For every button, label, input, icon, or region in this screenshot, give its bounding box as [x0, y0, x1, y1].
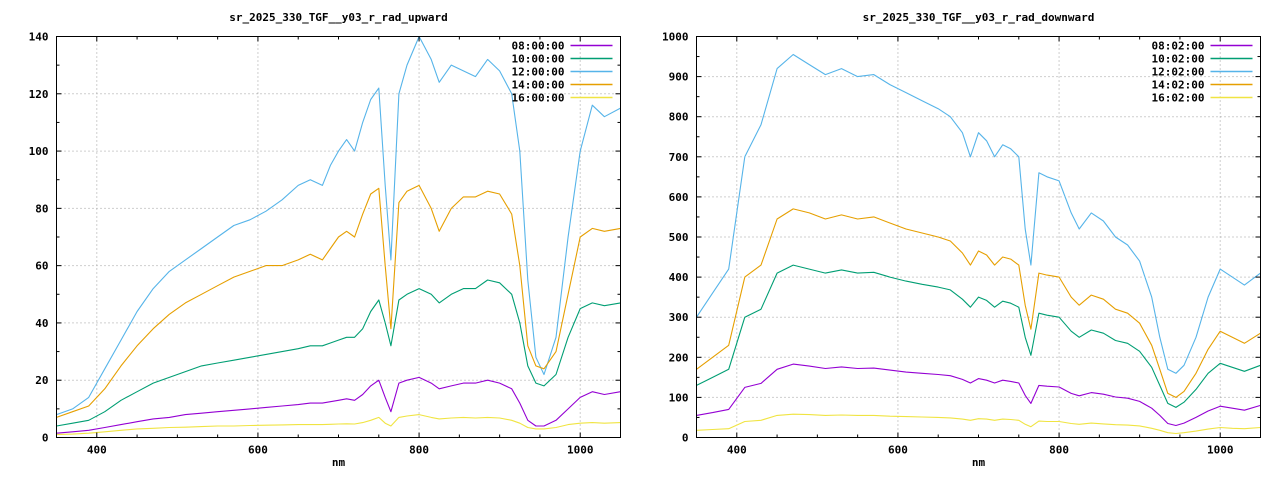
y-tick-label: 500	[669, 231, 689, 244]
x-tick-label: 400	[727, 444, 747, 457]
series-line-0	[696, 363, 1261, 427]
tick-labels: 400 600 800 1000 0 100 200 300 400 500 600 700 800 90…	[662, 31, 1233, 457]
series-line-1	[56, 279, 621, 427]
series-group	[696, 53, 1261, 435]
y-tick-label: 0	[42, 432, 49, 445]
legend-label-1: 10:00:00	[512, 53, 565, 66]
legend-label-3: 14:02:00	[1152, 79, 1205, 92]
x-tick-label: 600	[888, 444, 908, 457]
axis-ticks	[696, 36, 1261, 438]
x-tick-label: 400	[87, 444, 107, 457]
x-tick-label: 1000	[567, 444, 594, 457]
y-tick-label: 60	[35, 260, 48, 273]
x-tick-label: 800	[409, 444, 429, 457]
chart-title: sr_2025_330_TGF__y03_r_rad_upward	[229, 11, 448, 24]
y-tick-label: 140	[29, 31, 49, 44]
series-line-1	[696, 264, 1261, 408]
series-line-2	[56, 35, 621, 416]
y-tick-label: 100	[29, 145, 49, 158]
y-tick-label: 700	[669, 151, 689, 164]
chart-svg: 400 600 800 1000 0 100 200 300 400 500 600 700 800 90…	[662, 11, 1261, 469]
y-tick-label: 600	[669, 191, 689, 204]
x-axis-label: nm	[332, 456, 346, 469]
series-line-3	[696, 208, 1261, 398]
y-tick-label: 120	[29, 88, 49, 101]
legend-label-0: 08:00:00	[512, 40, 565, 53]
series-line-4	[56, 414, 621, 436]
y-tick-label: 20	[35, 374, 48, 387]
chart-title: sr_2025_330_TGF__y03_r_rad_downward	[863, 11, 1095, 24]
grid-lines	[696, 36, 1261, 438]
x-axis-label: nm	[972, 456, 986, 469]
series-line-3	[56, 184, 621, 418]
legend-label-4: 16:00:00	[512, 92, 565, 105]
legend-label-1: 10:02:00	[1152, 53, 1205, 66]
series-group	[56, 35, 621, 436]
x-tick-label: 600	[248, 444, 268, 457]
y-tick-label: 1000	[662, 31, 689, 44]
y-tick-label: 40	[35, 317, 48, 330]
y-tick-label: 200	[669, 351, 689, 364]
legend-label-4: 16:02:00	[1152, 92, 1205, 105]
y-tick-label: 900	[669, 71, 689, 84]
series-line-2	[696, 53, 1261, 374]
legend-label-3: 14:00:00	[512, 79, 565, 92]
chart-upward-panel: 400 600 800 1000 0 20 40 60 80 100 120 140 sr_2025_3…	[0, 0, 640, 480]
y-tick-label: 100	[669, 391, 689, 404]
y-tick-label: 0	[682, 432, 689, 445]
legend-label-2: 12:02:00	[1152, 66, 1205, 79]
x-tick-label: 800	[1049, 444, 1069, 457]
y-tick-label: 400	[669, 271, 689, 284]
axis-ticks	[56, 36, 621, 438]
x-tick-label: 1000	[1207, 444, 1234, 457]
series-line-4	[696, 413, 1261, 435]
series-line-0	[56, 376, 621, 434]
chart-downward-panel: 400 600 800 1000 0 100 200 300 400 500 600 700 800 90…	[640, 0, 1280, 480]
tick-labels: 400 600 800 1000 0 20 40 60 80 100 120 140	[29, 31, 594, 457]
legend-label-0: 08:02:00	[1152, 40, 1205, 53]
y-tick-label: 300	[669, 311, 689, 324]
y-tick-label: 800	[669, 111, 689, 124]
legend-label-2: 12:00:00	[512, 66, 565, 79]
y-tick-label: 80	[35, 202, 48, 215]
chart-svg: 400 600 800 1000 0 20 40 60 80 100 120 140 sr_2025_3…	[29, 11, 621, 469]
